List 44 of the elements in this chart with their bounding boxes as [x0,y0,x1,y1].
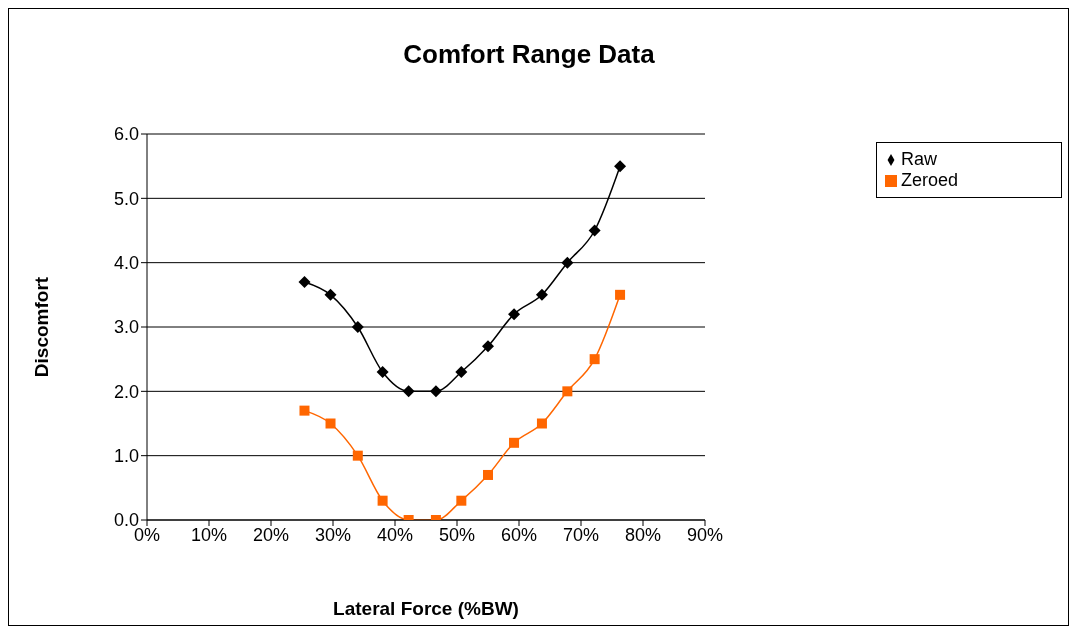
x-axis-title: Lateral Force (%BW) [333,598,519,619]
y-tick-label: 6.0 [113,124,139,145]
point [402,385,415,398]
point [429,385,442,398]
point [561,256,574,269]
x-tick-label: 60% [500,524,538,545]
x-tick-label: 30% [314,524,352,545]
point [299,405,310,416]
point [351,321,364,333]
x-tick-label: 50% [438,524,476,545]
x-tick-label: 40% [376,524,414,545]
y-tick-label: 5.0 [113,188,139,209]
legend-label: Raw [901,149,938,169]
y-axis-title: Discomfort [30,276,52,378]
legend-label: Zeroed [901,170,959,190]
point [482,340,494,353]
point [509,437,520,448]
point [377,495,388,506]
x-tick-label: 90% [686,524,724,545]
y-tick-label: 1.0 [113,446,139,467]
point [614,160,627,173]
point [483,469,493,480]
point [324,288,337,301]
point [615,289,626,300]
chart-title: Comfort Range Data [402,39,656,70]
point [376,366,389,379]
point [562,386,573,397]
point [588,224,601,237]
point [352,450,363,461]
x-tick-label: 20% [252,524,290,545]
point [535,288,548,301]
x-tick-label: 80% [624,524,662,545]
x-tick-label: 10% [190,524,228,545]
y-tick-label: 2.0 [113,381,139,402]
y-tick-label: 3.0 [113,317,139,338]
point [508,308,521,321]
point [456,495,467,506]
point [298,275,311,288]
y-tick-label: 4.0 [113,253,139,274]
point [325,418,336,429]
point [589,354,600,365]
point [536,418,547,429]
point [455,366,468,379]
x-tick-label: 70% [562,524,600,545]
